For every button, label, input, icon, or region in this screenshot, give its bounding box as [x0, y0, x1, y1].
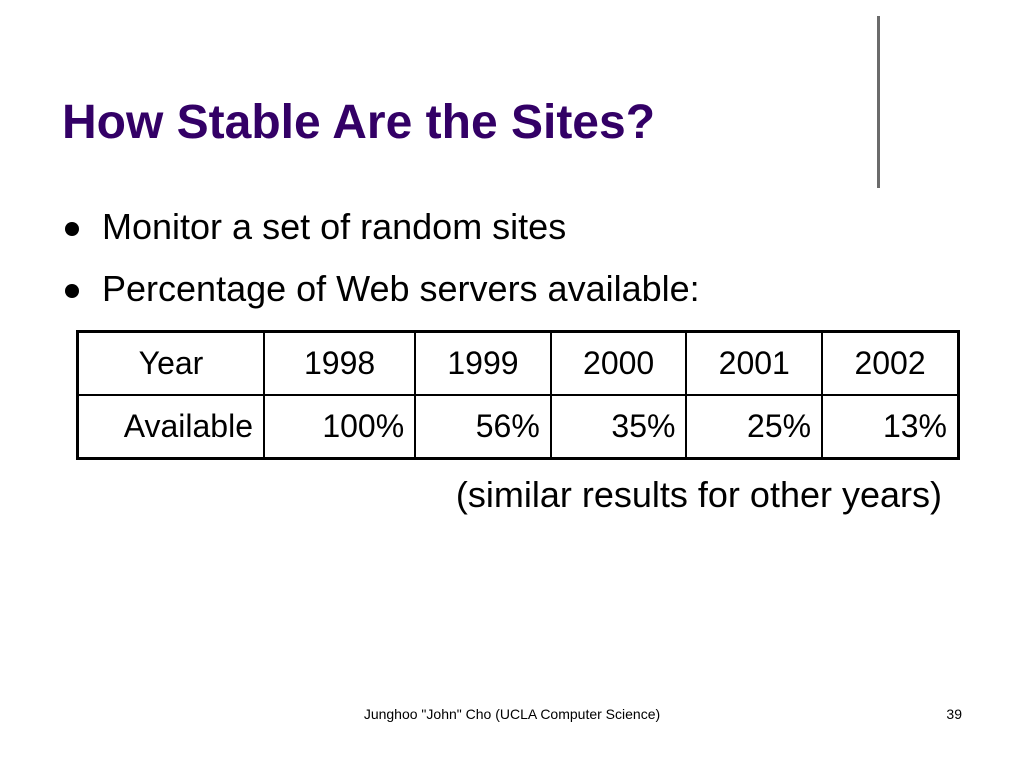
bullet-text: Percentage of Web servers available:: [102, 268, 700, 309]
slide-title: How Stable Are the Sites?: [62, 96, 656, 149]
decorative-vertical-rule: [877, 16, 880, 188]
bullet-list: Monitor a set of random sites Percentage…: [62, 200, 700, 324]
table-cell: 13%: [821, 394, 960, 460]
table-header-cell: 2000: [549, 330, 688, 396]
slide-footer: Junghoo "John" Cho (UCLA Computer Scienc…: [363, 706, 661, 722]
table-row: Available 100% 56% 35% 25% 13%: [76, 394, 960, 460]
table-cell: 56%: [414, 394, 552, 460]
bullet-dot-icon: [65, 222, 79, 236]
table-header-cell: 2002: [821, 330, 960, 396]
table-cell: 25%: [685, 394, 824, 460]
availability-table: Year 1998 1999 2000 2001 2002 Available …: [76, 330, 960, 460]
bullet-dot-icon: [65, 284, 79, 298]
table-header-cell: 1999: [414, 330, 552, 396]
bullet-item: Monitor a set of random sites: [62, 200, 700, 262]
table-header-cell: 1998: [262, 330, 417, 396]
table-header-row: Year 1998 1999 2000 2001 2002: [76, 330, 960, 396]
table-cell: 100%: [262, 394, 417, 460]
table-header-cell: Year: [76, 330, 265, 396]
table-header-cell: 2001: [685, 330, 824, 396]
bullet-item: Percentage of Web servers available:: [62, 262, 700, 324]
table-note: (similar results for other years): [455, 474, 942, 515]
bullet-text: Monitor a set of random sites: [102, 206, 567, 247]
table-cell: 35%: [549, 394, 688, 460]
page-number: 39: [946, 706, 962, 722]
table-row-label: Available: [76, 394, 265, 460]
